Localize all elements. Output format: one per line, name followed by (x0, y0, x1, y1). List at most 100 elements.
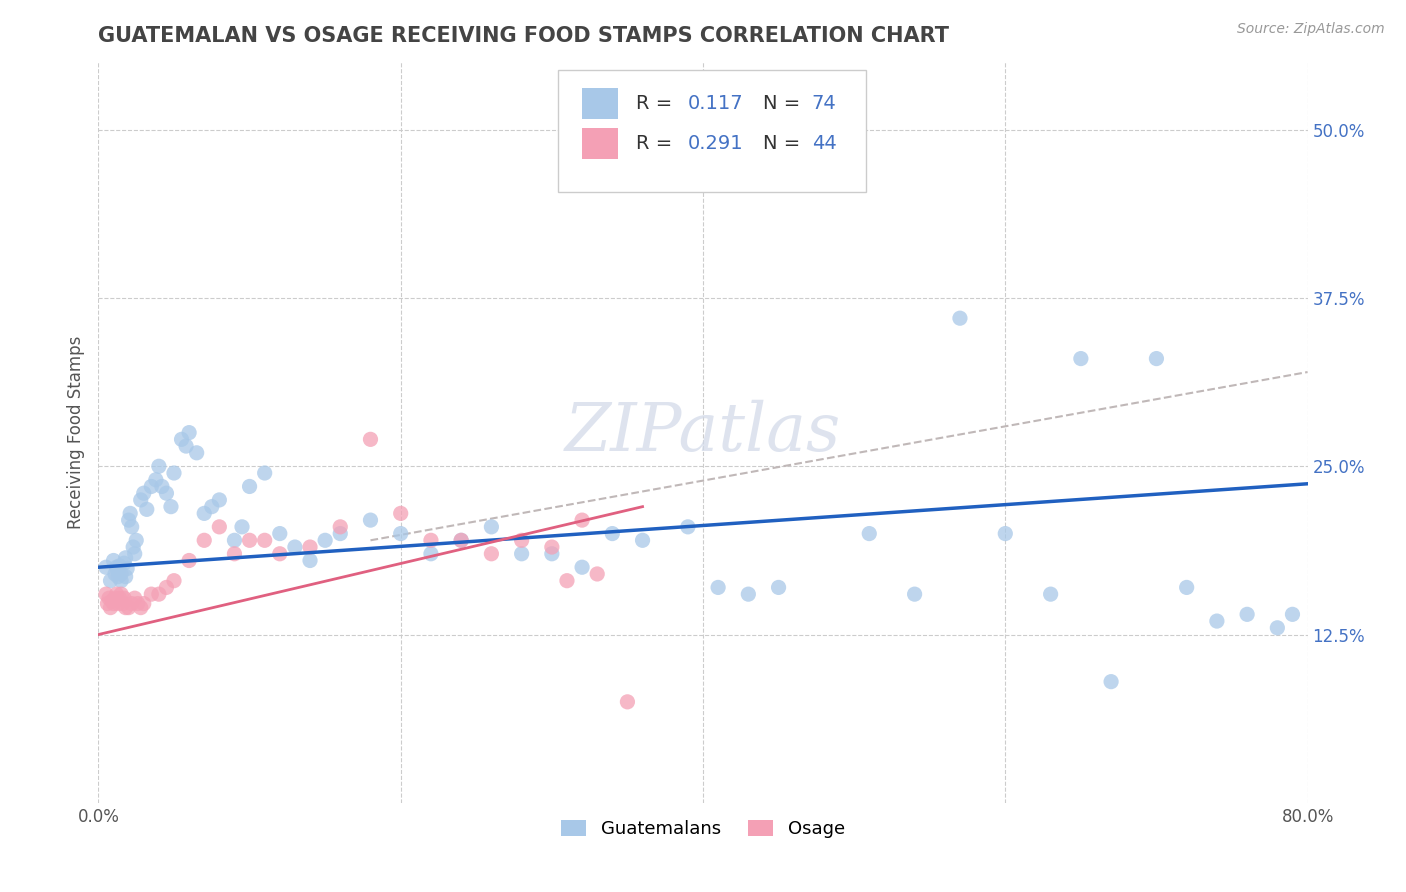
Point (120, 507, 142, 521)
Point (114, 569, 136, 583)
Point (118, 513, 141, 527)
Point (813, 163, 835, 178)
Point (269, 526, 291, 541)
Point (148, 459, 170, 474)
Point (125, 533, 148, 548)
FancyBboxPatch shape (582, 128, 619, 160)
Point (420, 547, 443, 561)
Text: Source: ZipAtlas.com: Source: ZipAtlas.com (1237, 22, 1385, 37)
Point (174, 439, 197, 453)
Point (179, 553, 201, 567)
Point (124, 591, 146, 606)
Point (100, 600, 122, 615)
Point (112, 556, 135, 570)
Point (360, 433, 382, 447)
Point (145, 473, 167, 487)
Point (186, 446, 208, 460)
Point (103, 553, 125, 567)
Text: 0.117: 0.117 (688, 94, 742, 112)
Point (121, 520, 143, 534)
Point (1070, 351, 1092, 366)
Point (104, 566, 127, 581)
Point (163, 574, 186, 588)
Point (450, 533, 472, 548)
Point (107, 564, 129, 578)
Point (707, 581, 730, 595)
Point (1099, 674, 1122, 689)
Point (299, 540, 322, 554)
Point (1281, 607, 1303, 622)
Text: R =: R = (637, 94, 679, 112)
Point (110, 574, 132, 588)
Text: 44: 44 (811, 135, 837, 153)
Point (105, 560, 128, 574)
Text: 0.291: 0.291 (688, 135, 742, 153)
Point (314, 533, 336, 548)
Point (858, 526, 880, 541)
Point (132, 597, 155, 611)
Point (1039, 587, 1062, 601)
Point (118, 600, 141, 615)
Point (1236, 607, 1258, 622)
Point (148, 587, 170, 601)
Point (602, 526, 624, 541)
Legend: Guatemalans, Osage: Guatemalans, Osage (554, 813, 852, 846)
Point (1267, 621, 1289, 635)
Point (193, 507, 215, 521)
Point (571, 560, 593, 574)
Y-axis label: Receiving Food Stamps: Receiving Food Stamps (66, 336, 84, 529)
Point (121, 597, 143, 611)
Point (150, 479, 173, 493)
Point (768, 581, 790, 595)
Point (111, 597, 134, 611)
Point (299, 553, 322, 567)
Point (104, 591, 127, 606)
Point (115, 561, 138, 575)
Point (1144, 351, 1167, 366)
Point (1206, 614, 1229, 628)
Point (105, 587, 128, 601)
Point (239, 533, 262, 548)
Point (253, 533, 276, 548)
Point (208, 492, 231, 507)
Text: 74: 74 (811, 94, 837, 112)
Text: N =: N = (763, 94, 807, 112)
Point (122, 540, 145, 554)
Point (904, 587, 927, 601)
Text: N =: N = (763, 135, 807, 153)
FancyBboxPatch shape (582, 87, 619, 119)
Point (107, 569, 129, 583)
Point (253, 466, 276, 480)
Point (103, 597, 125, 611)
FancyBboxPatch shape (558, 70, 866, 192)
Point (193, 533, 215, 548)
Point (481, 520, 503, 534)
Point (389, 526, 412, 541)
Point (224, 547, 246, 561)
Point (231, 520, 253, 534)
Point (110, 587, 132, 601)
Point (329, 520, 352, 534)
Point (676, 520, 699, 534)
Point (450, 533, 472, 548)
Point (631, 533, 654, 548)
Text: ZIPatlas: ZIPatlas (565, 400, 841, 466)
Point (208, 520, 231, 534)
Point (94, 587, 117, 601)
Point (481, 547, 503, 561)
Point (737, 587, 759, 601)
Point (94, 560, 117, 574)
Point (949, 311, 972, 326)
Point (110, 566, 132, 581)
Point (994, 526, 1017, 541)
Point (224, 533, 246, 548)
Point (141, 587, 163, 601)
Point (571, 513, 593, 527)
Point (389, 507, 412, 521)
Point (114, 600, 136, 615)
Point (540, 547, 562, 561)
Point (155, 486, 177, 500)
Point (100, 574, 122, 588)
Point (96, 597, 118, 611)
Point (269, 547, 291, 561)
